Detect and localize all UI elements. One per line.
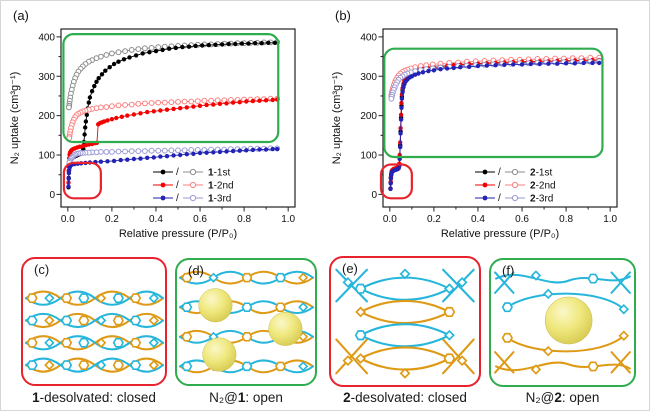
y-tick-label: 300 [360, 72, 377, 83]
legend-label: 1-1st [208, 168, 230, 179]
x-tick-label: 0.2 [427, 214, 441, 225]
legend: / 1-1st / 1-2nd / 1-3rd [153, 167, 234, 205]
y-tick-label: 300 [38, 72, 55, 83]
panel-e-box: (e) [329, 256, 481, 387]
y-tick-label: 400 [360, 32, 377, 43]
x-tick-label: 1.0 [281, 214, 295, 225]
n2-guest-sphere [198, 288, 233, 323]
y-tick-label: 0 [371, 190, 377, 201]
axes [378, 36, 611, 212]
legend-label: 2-3rd [530, 194, 553, 205]
x-tick-label: 1.0 [603, 214, 617, 225]
x-tick-label: 0.0 [383, 214, 397, 225]
structure-n2-at-1-open-illustration [178, 270, 315, 374]
y-tick-label: 0 [49, 190, 55, 201]
legend-label: 1-3rd [208, 194, 231, 205]
panel-label-e: (e) [342, 261, 358, 276]
legend-label: 2-2nd [530, 181, 556, 192]
svg-text:/: / [176, 180, 179, 191]
x-tick-label: 0.4 [471, 214, 485, 225]
x-axis-label: Relative pressure (P/P₀) [119, 228, 237, 240]
x-tick-label: 0.4 [149, 214, 163, 225]
legend-label: 1-2nd [208, 181, 234, 192]
legend-label: 2-1st [530, 168, 552, 179]
open-phase-highlight-box [383, 47, 604, 159]
n2-guest-sphere [544, 296, 593, 345]
panel-label-d: (d) [188, 263, 204, 278]
series-2-3rd-adsorption [388, 60, 602, 192]
svg-text:/: / [498, 167, 501, 178]
axes [56, 36, 289, 212]
svg-text:/: / [176, 193, 179, 204]
structure-2-closed-illustration [335, 268, 475, 379]
panel-label-f: (f) [502, 263, 515, 278]
closed-phase-highlight-box [62, 161, 102, 200]
y-tick-label: 100 [38, 151, 55, 162]
series-1-1st-desorption [66, 39, 281, 111]
n2-guest-sphere [202, 337, 237, 372]
n2-guest-sphere [268, 311, 303, 346]
panel-label: (a) [13, 8, 29, 23]
panel-f-box: (f) [489, 258, 636, 387]
y-axis-label: N₂ uptake (cm³g⁻¹) [9, 72, 21, 165]
structure-1-closed-illustration [25, 290, 164, 373]
x-tick-label: 0.8 [559, 214, 573, 225]
y-tick-label: 200 [38, 111, 55, 122]
caption-n2-at-1: N₂@1: open [209, 390, 283, 405]
series-1-3rd-adsorption [66, 146, 280, 189]
x-tick-label: 0.2 [105, 214, 119, 225]
closed-phase-highlight-box [379, 163, 413, 200]
y-tick-label: 200 [360, 111, 377, 122]
y-axis-label: N₂ uptake (cm³g⁻¹) [331, 72, 343, 165]
isotherm-chart-1: 0.0 0.2 0.4 0.6 0.8 1.0 0 100 200 300 400 Relative … [9, 8, 296, 240]
series-2-1st-adsorption [388, 59, 602, 191]
caption-n2-at-2: N₂@2: open [525, 390, 600, 405]
y-tick-label: 400 [38, 32, 55, 43]
open-phase-highlight-box [62, 33, 280, 144]
x-tick-label: 0.6 [193, 214, 207, 225]
series-2-2nd-adsorption [388, 57, 602, 191]
caption-2-desolvated: 2-desolvated: closed [343, 390, 467, 405]
panel-label: (b) [335, 8, 351, 23]
x-tick-label: 0.6 [515, 214, 529, 225]
panel-c-box: (c) [21, 257, 167, 386]
isotherm-chart-2: 0.0 0.2 0.4 0.6 0.8 1.0 0 100 200 300 400 Relative … [331, 8, 618, 240]
svg-text:/: / [498, 180, 501, 191]
panel-d-box: (d) [175, 258, 317, 386]
panel-label-c: (c) [34, 262, 50, 277]
y-tick-label: 100 [360, 151, 377, 162]
x-tick-label: 0.8 [237, 214, 251, 225]
svg-text:/: / [176, 167, 179, 178]
x-tick-label: 0.0 [61, 214, 75, 225]
x-axis-label: Relative pressure (P/P₀) [441, 228, 559, 240]
caption-1-desolvated: 1-desolvated: closed [32, 390, 156, 405]
legend: / 2-1st / 2-2nd / 2-3rd [475, 167, 556, 205]
structure-n2-at-2-open-illustration [494, 270, 631, 375]
svg-text:/: / [498, 193, 501, 204]
